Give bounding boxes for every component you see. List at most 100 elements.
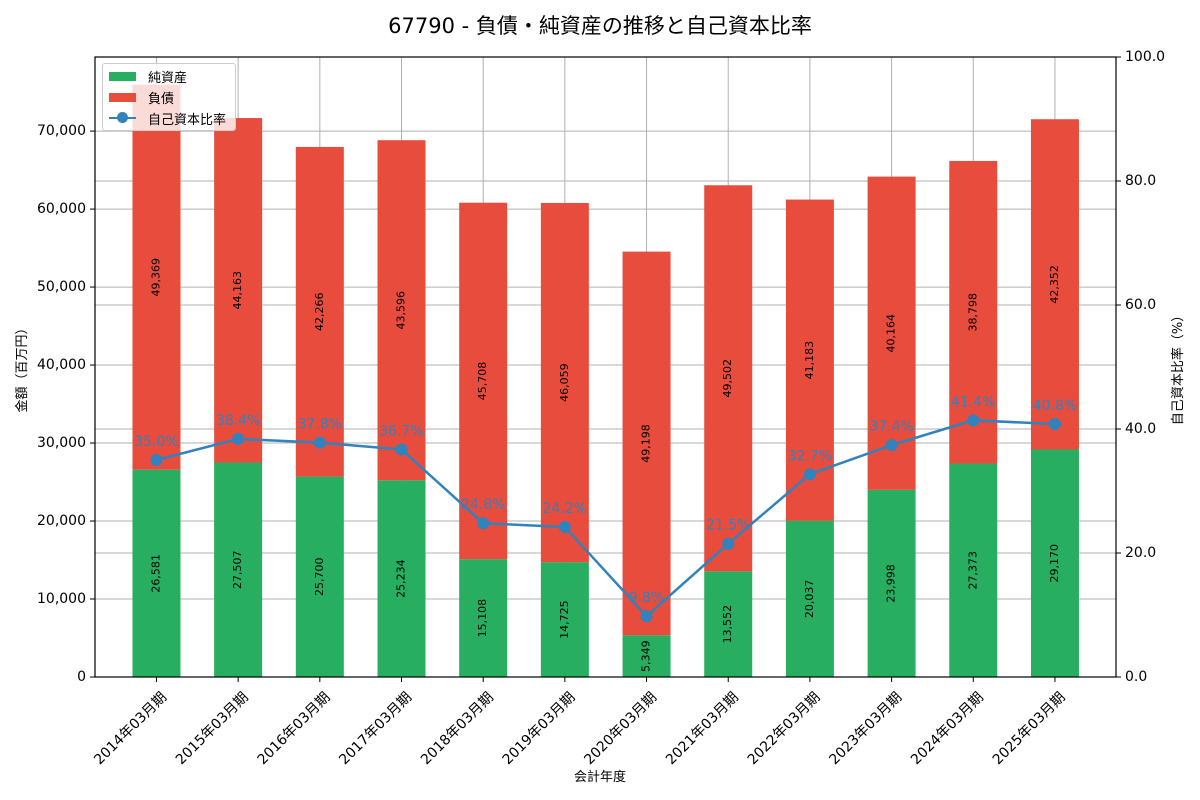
ratio-marker bbox=[395, 443, 408, 456]
liabilities-bar bbox=[867, 176, 916, 490]
net-assets-value-label: 25,700 bbox=[313, 558, 326, 597]
svg-text:2017年03月期: 2017年03月期 bbox=[336, 689, 415, 768]
svg-text:2018年03月期: 2018年03月期 bbox=[418, 689, 497, 768]
legend-label-net-assets: 純資産 bbox=[148, 70, 188, 86]
net-assets-value-label: 25,234 bbox=[395, 559, 408, 598]
legend-item-net-assets: 純資産 bbox=[109, 66, 187, 86]
ratio-marker bbox=[232, 432, 245, 445]
ratio-marker bbox=[477, 517, 490, 530]
net-assets-bar bbox=[1030, 449, 1079, 677]
plot-frame bbox=[94, 56, 1117, 678]
net-assets-value-label: 14,725 bbox=[558, 600, 571, 639]
ratio-value-label: 37.4% bbox=[869, 419, 913, 435]
svg-text:80.0: 80.0 bbox=[1125, 173, 1156, 189]
svg-text:20,000: 20,000 bbox=[37, 513, 86, 529]
svg-text:2025年03月期: 2025年03月期 bbox=[990, 689, 1069, 768]
bar-group: 5,349 49,198 bbox=[622, 251, 671, 677]
net-assets-value-label: 15,108 bbox=[476, 599, 489, 638]
bar-group: 26,581 49,369 bbox=[132, 84, 181, 677]
liabilities-bar bbox=[949, 160, 998, 464]
svg-text:30,000: 30,000 bbox=[37, 435, 86, 451]
bar-group: 27,507 44,163 bbox=[214, 118, 263, 677]
liabilities-bar bbox=[295, 146, 344, 477]
legend-label-equity-ratio: 自己資本比率 bbox=[148, 112, 227, 128]
net-assets-swatch-icon bbox=[109, 71, 136, 81]
legend-item-liabilities: 負債 bbox=[109, 87, 174, 107]
net-assets-bar bbox=[785, 520, 834, 677]
net-assets-bar bbox=[622, 635, 671, 677]
liabilities-bar bbox=[214, 118, 263, 463]
net-assets-value-label: 20,037 bbox=[803, 580, 816, 619]
liabilities-value-label: 42,352 bbox=[1048, 265, 1061, 304]
net-assets-value-label: 23,998 bbox=[885, 564, 898, 603]
svg-text:40,000: 40,000 bbox=[37, 357, 86, 373]
liabilities-swatch-icon bbox=[109, 92, 136, 102]
net-assets-value-label: 13,552 bbox=[721, 605, 734, 644]
ratio-marker bbox=[722, 537, 735, 550]
ratio-value-label: 9.8% bbox=[629, 590, 665, 606]
net-assets-value-label: 26,581 bbox=[149, 554, 162, 593]
legend-item-equity-ratio: 自己資本比率 bbox=[109, 108, 226, 128]
ratio-value-label: 24.8% bbox=[461, 497, 505, 513]
net-assets-value-label: 29,170 bbox=[1048, 544, 1061, 583]
svg-text:0.0: 0.0 bbox=[1125, 669, 1147, 685]
line-marker-icon bbox=[109, 108, 136, 128]
liabilities-value-label: 49,369 bbox=[149, 258, 162, 297]
ratio-value-label: 36.7% bbox=[379, 423, 423, 439]
equity-ratio-line: 35.0% 38.4% 37.8% 36.7% 24.8% 24.2% 9.8% 21.5% 3… bbox=[134, 394, 1077, 623]
liabilities-bar bbox=[622, 251, 671, 636]
liabilities-value-label: 40,164 bbox=[885, 314, 898, 353]
x-axis-label: 会計年度 bbox=[574, 769, 626, 785]
svg-text:10,000: 10,000 bbox=[37, 591, 86, 607]
ratio-marker bbox=[313, 436, 326, 449]
svg-text:40.0: 40.0 bbox=[1125, 421, 1156, 437]
bar-group: 25,700 42,266 bbox=[295, 146, 344, 677]
svg-text:0: 0 bbox=[77, 669, 86, 685]
svg-text:2024年03月期: 2024年03月期 bbox=[908, 689, 987, 768]
ratio-marker bbox=[967, 414, 980, 427]
svg-text:2021年03月期: 2021年03月期 bbox=[663, 689, 742, 768]
bar-group: 15,108 45,708 bbox=[459, 202, 508, 677]
liabilities-value-label: 42,266 bbox=[313, 293, 326, 332]
chart-title: 67790 - 負債・純資産の推移と自己資本比率 bbox=[388, 14, 812, 38]
bar-group: 29,170 42,352 bbox=[1030, 119, 1079, 677]
net-assets-bar bbox=[704, 571, 753, 677]
liabilities-value-label: 45,708 bbox=[476, 362, 489, 401]
liabilities-value-label: 46,059 bbox=[558, 363, 571, 402]
legend: 純資産 負債 自己資本比率 bbox=[102, 63, 236, 131]
net-assets-bar bbox=[214, 462, 263, 677]
net-assets-bar bbox=[459, 559, 508, 677]
liabilities-bar bbox=[540, 202, 589, 563]
svg-text:2015年03月期: 2015年03月期 bbox=[173, 689, 252, 768]
net-assets-bar bbox=[132, 469, 181, 677]
y-axis-label-right: 自己資本比率（%） bbox=[1170, 309, 1186, 425]
liabilities-value-label: 43,596 bbox=[395, 291, 408, 330]
ratio-value-label: 38.4% bbox=[216, 413, 260, 429]
svg-text:60.0: 60.0 bbox=[1125, 297, 1156, 313]
bar-group: 25,234 43,596 bbox=[377, 140, 426, 677]
svg-text:60,000: 60,000 bbox=[37, 201, 86, 217]
x-axis: 2014年03月期 2015年03月期 2016年03月期 2017年03月期 2018… bbox=[91, 677, 1069, 768]
svg-text:2016年03月期: 2016年03月期 bbox=[255, 689, 334, 768]
net-assets-value-label: 27,373 bbox=[966, 551, 979, 590]
net-assets-bar bbox=[867, 489, 916, 677]
ratio-value-label: 32.7% bbox=[788, 448, 832, 464]
liabilities-value-label: 49,198 bbox=[640, 424, 653, 463]
legend-label-liabilities: 負債 bbox=[148, 91, 175, 107]
right-axis: 0.0 20.0 40.0 60.0 80.0 100.0 bbox=[1116, 49, 1165, 685]
svg-text:2023年03月期: 2023年03月期 bbox=[826, 689, 905, 768]
liabilities-bar bbox=[1030, 119, 1079, 450]
ratio-marker bbox=[1048, 418, 1061, 431]
svg-text:100.0: 100.0 bbox=[1125, 49, 1165, 65]
y-axis-label-left: 金額（百万円） bbox=[14, 321, 30, 412]
net-assets-bar bbox=[377, 480, 426, 677]
bar-group: 20,037 41,183 bbox=[785, 199, 834, 677]
ratio-marker bbox=[803, 468, 816, 481]
bar-group: 27,373 38,798 bbox=[949, 160, 998, 677]
ratio-marker bbox=[885, 439, 898, 452]
svg-text:2019年03月期: 2019年03月期 bbox=[500, 689, 579, 768]
ratio-value-label: 21.5% bbox=[706, 518, 750, 534]
net-assets-bar bbox=[949, 463, 998, 677]
svg-text:70,000: 70,000 bbox=[37, 123, 86, 139]
liabilities-bar bbox=[132, 84, 181, 470]
